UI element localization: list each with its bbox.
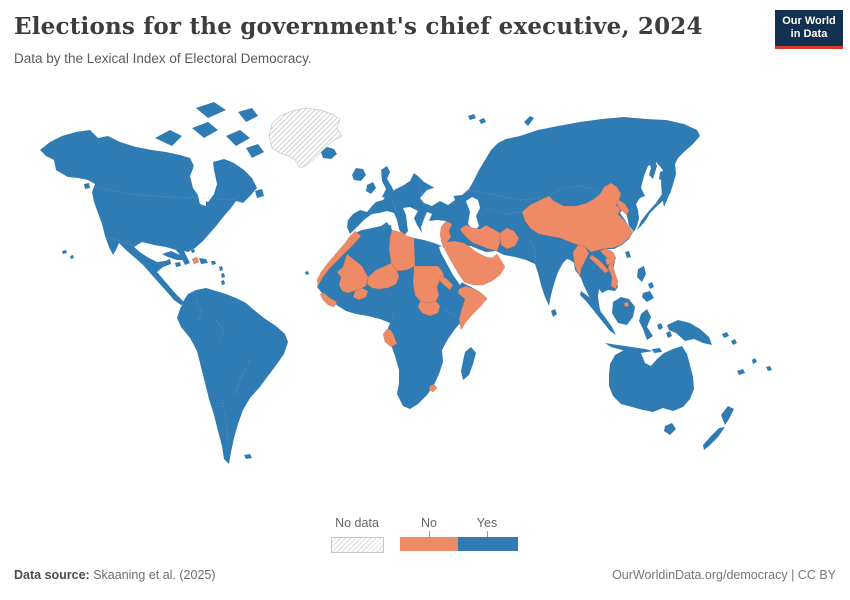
falkland-islands[interactable] [244, 454, 252, 459]
country-haiti[interactable] [191, 256, 200, 265]
java[interactable] [605, 343, 653, 353]
sakhalin[interactable] [649, 157, 657, 179]
country-china[interactable] [521, 182, 634, 253]
data-source: Data source: Skaaning et al. (2025) [14, 568, 216, 582]
country-morocco-wsahara[interactable] [316, 230, 362, 287]
country-mali[interactable] [336, 253, 369, 294]
arctic-islands[interactable] [84, 102, 264, 198]
country-gabon[interactable] [382, 328, 398, 348]
new-guinea[interactable] [667, 320, 712, 345]
tasmania[interactable] [664, 423, 676, 435]
country-niger[interactable] [366, 262, 400, 290]
new-zealand[interactable] [703, 406, 734, 450]
country-vietnam[interactable] [599, 247, 619, 290]
country-north-korea[interactable] [615, 199, 630, 216]
hawaii[interactable] [62, 250, 74, 259]
country-eritrea[interactable] [438, 274, 454, 291]
persian-gulf [469, 247, 495, 257]
country-hainan[interactable] [604, 257, 613, 266]
black-sea [420, 187, 455, 206]
legend-swatch-yes[interactable] [458, 537, 518, 551]
legend-label-yes[interactable]: Yes [476, 516, 498, 530]
logo-line2: in Data [790, 28, 828, 40]
sulawesi[interactable] [639, 309, 653, 340]
iceland[interactable] [321, 147, 337, 159]
philippines[interactable] [637, 266, 654, 302]
red-sea [439, 246, 463, 285]
country-borders [94, 185, 599, 446]
caspian-sea [466, 197, 480, 231]
svalbard-novaya[interactable] [468, 114, 534, 126]
country-arabia-syria-jordan[interactable] [439, 220, 506, 286]
ireland[interactable] [366, 182, 376, 194]
landmass-north-america[interactable] [40, 130, 257, 305]
country-brunei[interactable] [623, 301, 630, 308]
region-greenland-no-data[interactable] [268, 107, 343, 169]
country-laos[interactable] [588, 254, 610, 274]
pacific-islands[interactable] [722, 332, 772, 375]
logo-line1: Our World [782, 14, 836, 27]
japan-hokkaido[interactable] [659, 169, 672, 182]
legend-tick-no [429, 531, 430, 537]
legend-label-no[interactable]: No [421, 516, 437, 530]
page-title: Elections for the government's chief exe… [14, 13, 703, 40]
country-south-sudan[interactable] [417, 300, 441, 317]
footer: Data source: Skaaning et al. (2025) OurW… [14, 568, 836, 582]
cuba[interactable] [162, 251, 186, 260]
sumatra[interactable] [580, 291, 616, 335]
great-britain[interactable] [381, 166, 395, 199]
australia[interactable] [609, 346, 694, 412]
legend-swatch-no[interactable] [400, 537, 458, 551]
country-iran[interactable] [459, 224, 501, 252]
country-guinea[interactable] [319, 292, 338, 308]
footer-link[interactable]: OurWorldinData.org/democracy | CC BY [612, 568, 836, 582]
legend-label-no-data[interactable]: No data [335, 516, 379, 530]
country-sudan[interactable] [412, 265, 445, 304]
japan-honshu[interactable] [637, 186, 671, 230]
country-burkina-faso[interactable] [352, 287, 369, 301]
taiwan[interactable] [625, 251, 631, 258]
sea-layer [192, 160, 495, 285]
baltic-sea [424, 177, 467, 194]
data-source-label: Data source: [14, 568, 90, 582]
legend-tick-yes [487, 531, 488, 537]
legend-swatch-no-data[interactable] [331, 537, 384, 553]
madagascar[interactable] [461, 347, 476, 380]
country-afghanistan[interactable] [499, 227, 520, 250]
sri-lanka[interactable] [551, 309, 557, 317]
landmass-south-america[interactable] [177, 288, 288, 464]
landmass-yes-layer[interactable] [40, 102, 772, 464]
countries-no-layer[interactable] [191, 182, 634, 393]
hudson-bay [192, 160, 215, 206]
country-eswatini[interactable] [428, 383, 438, 393]
owid-logo[interactable]: Our World in Data [775, 10, 843, 49]
page-subtitle: Data by the Lexical Index of Electoral D… [14, 51, 312, 66]
borneo[interactable] [612, 297, 635, 325]
country-somalia[interactable] [457, 285, 488, 331]
data-source-value: Skaaning et al. (2025) [89, 568, 216, 582]
cape-verde[interactable] [305, 271, 309, 275]
country-libya[interactable] [388, 229, 416, 272]
country-myanmar[interactable] [572, 244, 590, 278]
faroe-isle[interactable] [352, 168, 366, 181]
